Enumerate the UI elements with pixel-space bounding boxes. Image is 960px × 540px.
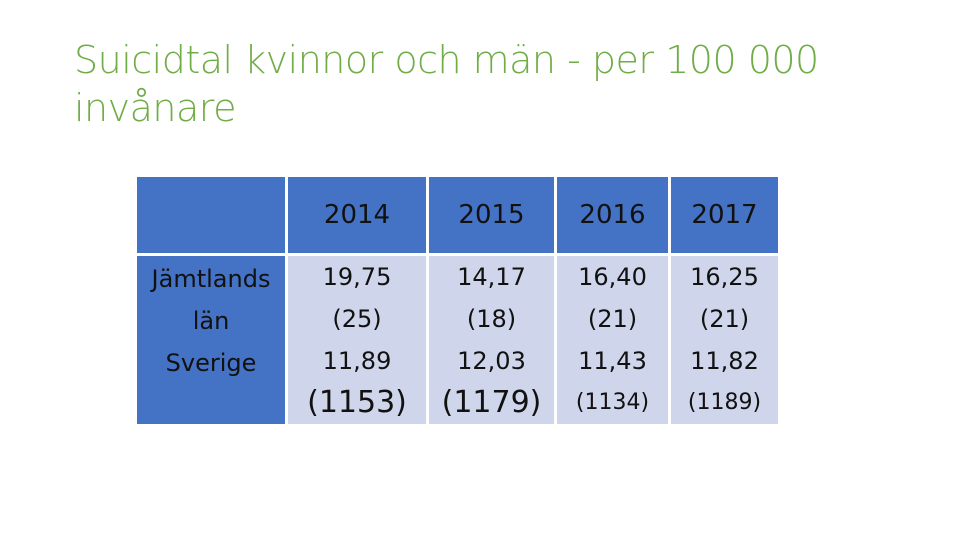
data-cell-2016: 16,40 (21) 11,43 (1134) (555, 254, 671, 424)
year-header-2014: 2014 (286, 177, 429, 256)
table-body-row: Jämtlands län Sverige 19,75 (25) 11,89 (… (137, 254, 778, 424)
jamtland-rate: 16,40 (578, 263, 647, 291)
data-cell-2014: 19,75 (25) 11,89 (1153) (286, 254, 429, 424)
row-label-cell: Jämtlands län Sverige (137, 254, 288, 424)
sverige-count: (1134) (575, 390, 650, 415)
header-empty-cell (137, 177, 288, 256)
sverige-rate: 11,43 (578, 347, 647, 375)
row-label-sverige: Sverige (165, 349, 257, 377)
data-cell-2017: 16,25 (21) 11,82 (1189) (669, 254, 778, 424)
sverige-rate: 11,82 (690, 347, 759, 375)
jamtland-rate: 16,25 (690, 263, 759, 291)
year-header-2016: 2016 (555, 177, 671, 256)
sverige-count: (1189) (687, 390, 762, 415)
data-cell-2015: 14,17 (18) 12,03 (1179) (427, 254, 557, 424)
slide-title: Suicidtal kvinnor och män - per 100 000 … (74, 38, 819, 130)
row-label-lan: län (192, 307, 230, 335)
jamtland-rate: 19,75 (322, 263, 392, 291)
jamtland-count: (18) (466, 305, 517, 333)
statistics-table: 2014 2015 2016 2017 Jämtlands län Sverig… (137, 177, 778, 424)
jamtland-count: (21) (587, 305, 638, 333)
row-label-jamtland: Jämtlands (151, 265, 271, 293)
sverige-rate: 12,03 (457, 347, 526, 375)
year-header-2015: 2015 (427, 177, 557, 256)
year-header-2017: 2017 (669, 177, 778, 256)
sverige-rate: 11,89 (322, 347, 392, 375)
jamtland-rate: 14,17 (457, 263, 526, 291)
sverige-count: (1153) (307, 385, 407, 420)
jamtland-count: (25) (332, 305, 382, 333)
sverige-count: (1179) (441, 385, 542, 420)
table-header-row: 2014 2015 2016 2017 (137, 177, 778, 256)
jamtland-count: (21) (699, 305, 750, 333)
